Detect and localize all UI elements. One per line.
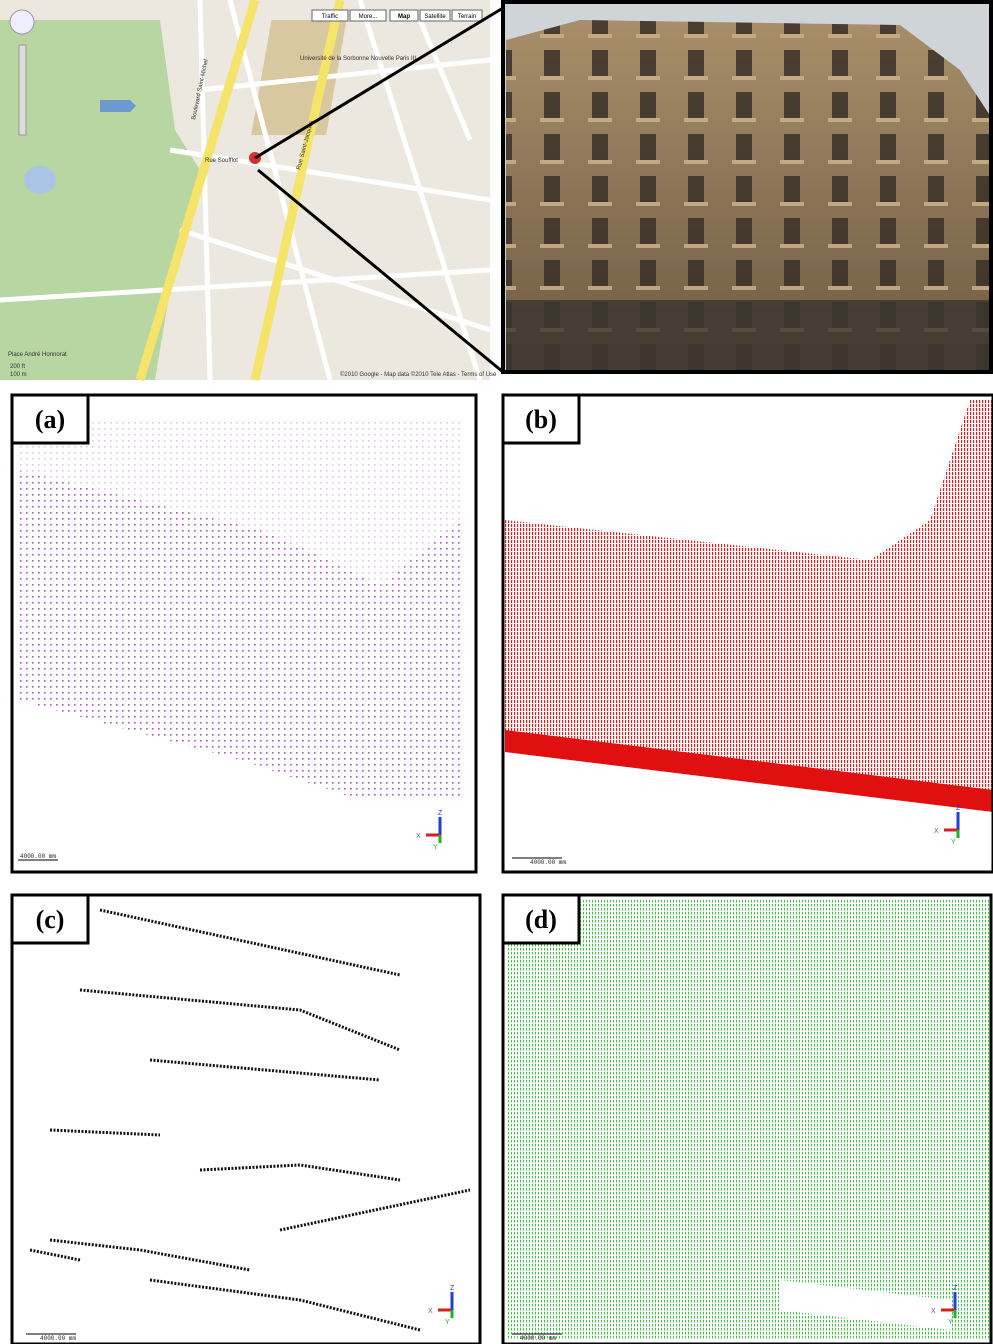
point-cloud — [20, 420, 460, 585]
windows — [506, 20, 993, 372]
callout-line — [257, 168, 504, 374]
callout-line — [254, 6, 504, 160]
scale-text: 4000.00 mm — [530, 859, 566, 866]
photo-frame — [501, 0, 993, 374]
panel-label: (a) — [35, 405, 65, 434]
axis-label: X — [934, 828, 939, 835]
label-box — [501, 393, 581, 445]
map-label: Rue Soufflot — [205, 158, 238, 164]
panel-frame — [501, 893, 993, 1344]
map-scale: 200 ft — [10, 364, 25, 370]
gap — [780, 1280, 950, 1330]
panel-a: (a) 4000.00 mm — [10, 393, 478, 874]
map-button-text: Terrain — [458, 14, 476, 20]
panel-c: (c) 4000.00 mm — [10, 893, 482, 1344]
boulevards — [135, 0, 345, 382]
label-box — [501, 893, 581, 945]
map-scale: 100 m — [10, 372, 27, 378]
axis-label: X — [931, 1308, 936, 1315]
map-button[interactable] — [419, 9, 451, 22]
map-button-text: Satellite — [424, 14, 446, 20]
map-button[interactable] — [389, 9, 419, 22]
map-buttons: Traffic More... Map Satellite Terrain — [311, 9, 483, 22]
zoom-slider[interactable] — [18, 44, 27, 136]
street-level — [506, 300, 993, 372]
arrow — [100, 100, 136, 112]
map-label: Place André Honnorat — [8, 352, 67, 358]
axis-label: Z — [953, 1285, 958, 1292]
panel-d: (d) 4000.00 mm — [501, 893, 993, 1344]
map-button-text: Map — [398, 14, 410, 20]
panel-frame — [10, 893, 482, 1344]
point-cloud — [505, 400, 993, 810]
label-box — [10, 893, 90, 945]
point-cloud — [29, 908, 471, 1332]
map-copyright: ©2010 Google - Map data ©2010 Tele Atlas… — [340, 371, 497, 378]
axis-label: X — [416, 833, 421, 840]
axis-label: Y — [951, 839, 956, 846]
panel-label: (c) — [36, 905, 65, 934]
photo — [501, 0, 993, 374]
point-cloud — [508, 900, 993, 1340]
map-button[interactable] — [451, 9, 483, 22]
nav-control[interactable] — [9, 9, 35, 35]
axis-icons: Z X Y Z X Y Z X Y Z X Y — [416, 805, 961, 1326]
panel-frame — [10, 393, 478, 874]
scale-text: 4000.00 mm — [20, 853, 56, 860]
axis-label: Z — [956, 805, 961, 812]
scale-text: 4000.00 mm — [520, 1335, 556, 1342]
axis-label: Y — [433, 844, 438, 851]
ground-points — [505, 730, 993, 812]
map-button[interactable] — [311, 9, 349, 22]
axis-label: X — [428, 1308, 433, 1315]
pond — [24, 166, 56, 194]
panel-b: (b) 4000.00 mm — [501, 393, 993, 874]
axis-label: Y — [948, 1319, 953, 1326]
scale-text: 4000.00 mm — [40, 1335, 76, 1342]
axis-label: Y — [445, 1319, 450, 1326]
map-button[interactable] — [349, 9, 387, 22]
map-button-text: Traffic — [322, 14, 338, 20]
panel-label: (b) — [525, 405, 557, 434]
map: Traffic More... Map Satellite Terrain Un… — [0, 0, 497, 382]
map-button-text: More... — [359, 14, 378, 20]
panel-label: (d) — [525, 905, 557, 934]
panel-frame — [501, 393, 993, 874]
axis-label: Z — [450, 1285, 455, 1292]
map-label: Université de la Sorbonne Nouvelle Paris… — [300, 56, 416, 62]
label-box — [10, 393, 90, 445]
streets — [0, 0, 491, 381]
point-cloud — [18, 470, 460, 800]
axis-label: Z — [438, 810, 443, 817]
